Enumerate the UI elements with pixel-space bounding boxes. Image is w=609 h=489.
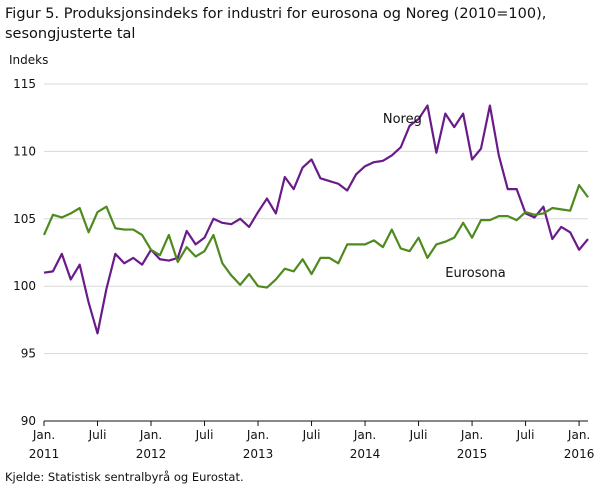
x-tick-label-2011-01: Jan. [32, 428, 55, 442]
x-tick-year-2013-01: 2013 [243, 447, 274, 461]
y-tick-label-100: 100 [13, 279, 36, 293]
x-tick-label-2014-07: Juli [409, 428, 428, 442]
x-tick-year-2011-01: 2011 [29, 447, 60, 461]
x-tick-year-2015-01: 2015 [457, 447, 488, 461]
x-tick-label-2013-01: Jan. [246, 428, 269, 442]
x-axis: Jan. 2011 Juli Jan. 2012 Juli Jan. 2013 Juli Jan.… [29, 420, 595, 461]
x-tick-year-2012-01: 2012 [136, 447, 167, 461]
x-tick-label-2015-01: Jan. [460, 428, 483, 442]
source-note: Kjelde: Statistisk sentralbyrå og Eurost… [5, 470, 244, 484]
x-tick-label-2012-07: Juli [195, 428, 214, 442]
y-tick-label-90: 90 [21, 414, 36, 428]
x-tick-label-2016-01: Jan. [567, 428, 590, 442]
series-label-noreg: Noreg [383, 112, 422, 127]
x-tick-label-2014-01: Jan. [353, 428, 376, 442]
series-lines [42, 104, 589, 335]
x-tick-year-2016-01: 2016 [564, 447, 595, 461]
y-tick-label-110: 110 [13, 144, 36, 158]
series-line-noreg [43, 104, 589, 335]
series-label-eurosona: Eurosona [445, 266, 505, 281]
y-tick-label-115: 115 [13, 77, 36, 91]
y-tick-label-105: 105 [13, 212, 36, 226]
gridlines [44, 83, 588, 355]
y-tick-label-95: 95 [21, 347, 36, 361]
y-axis-label: Indeks [9, 53, 48, 67]
x-tick-label-2015-07: Juli [516, 428, 535, 442]
series-line-eurosona [42, 184, 589, 289]
x-tick-label-2012-01: Jan. [139, 428, 162, 442]
y-axis-ticks: 90 95 100 105 110 115 [13, 77, 36, 428]
x-tick-year-2014-01: 2014 [350, 447, 381, 461]
x-tick-label-2013-07: Juli [302, 428, 321, 442]
chart-title: Figur 5. Produksjonsindeks for industri … [5, 6, 547, 42]
x-tick-label-2011-07: Juli [88, 428, 107, 442]
series-labels: Noreg Eurosona [383, 112, 506, 281]
